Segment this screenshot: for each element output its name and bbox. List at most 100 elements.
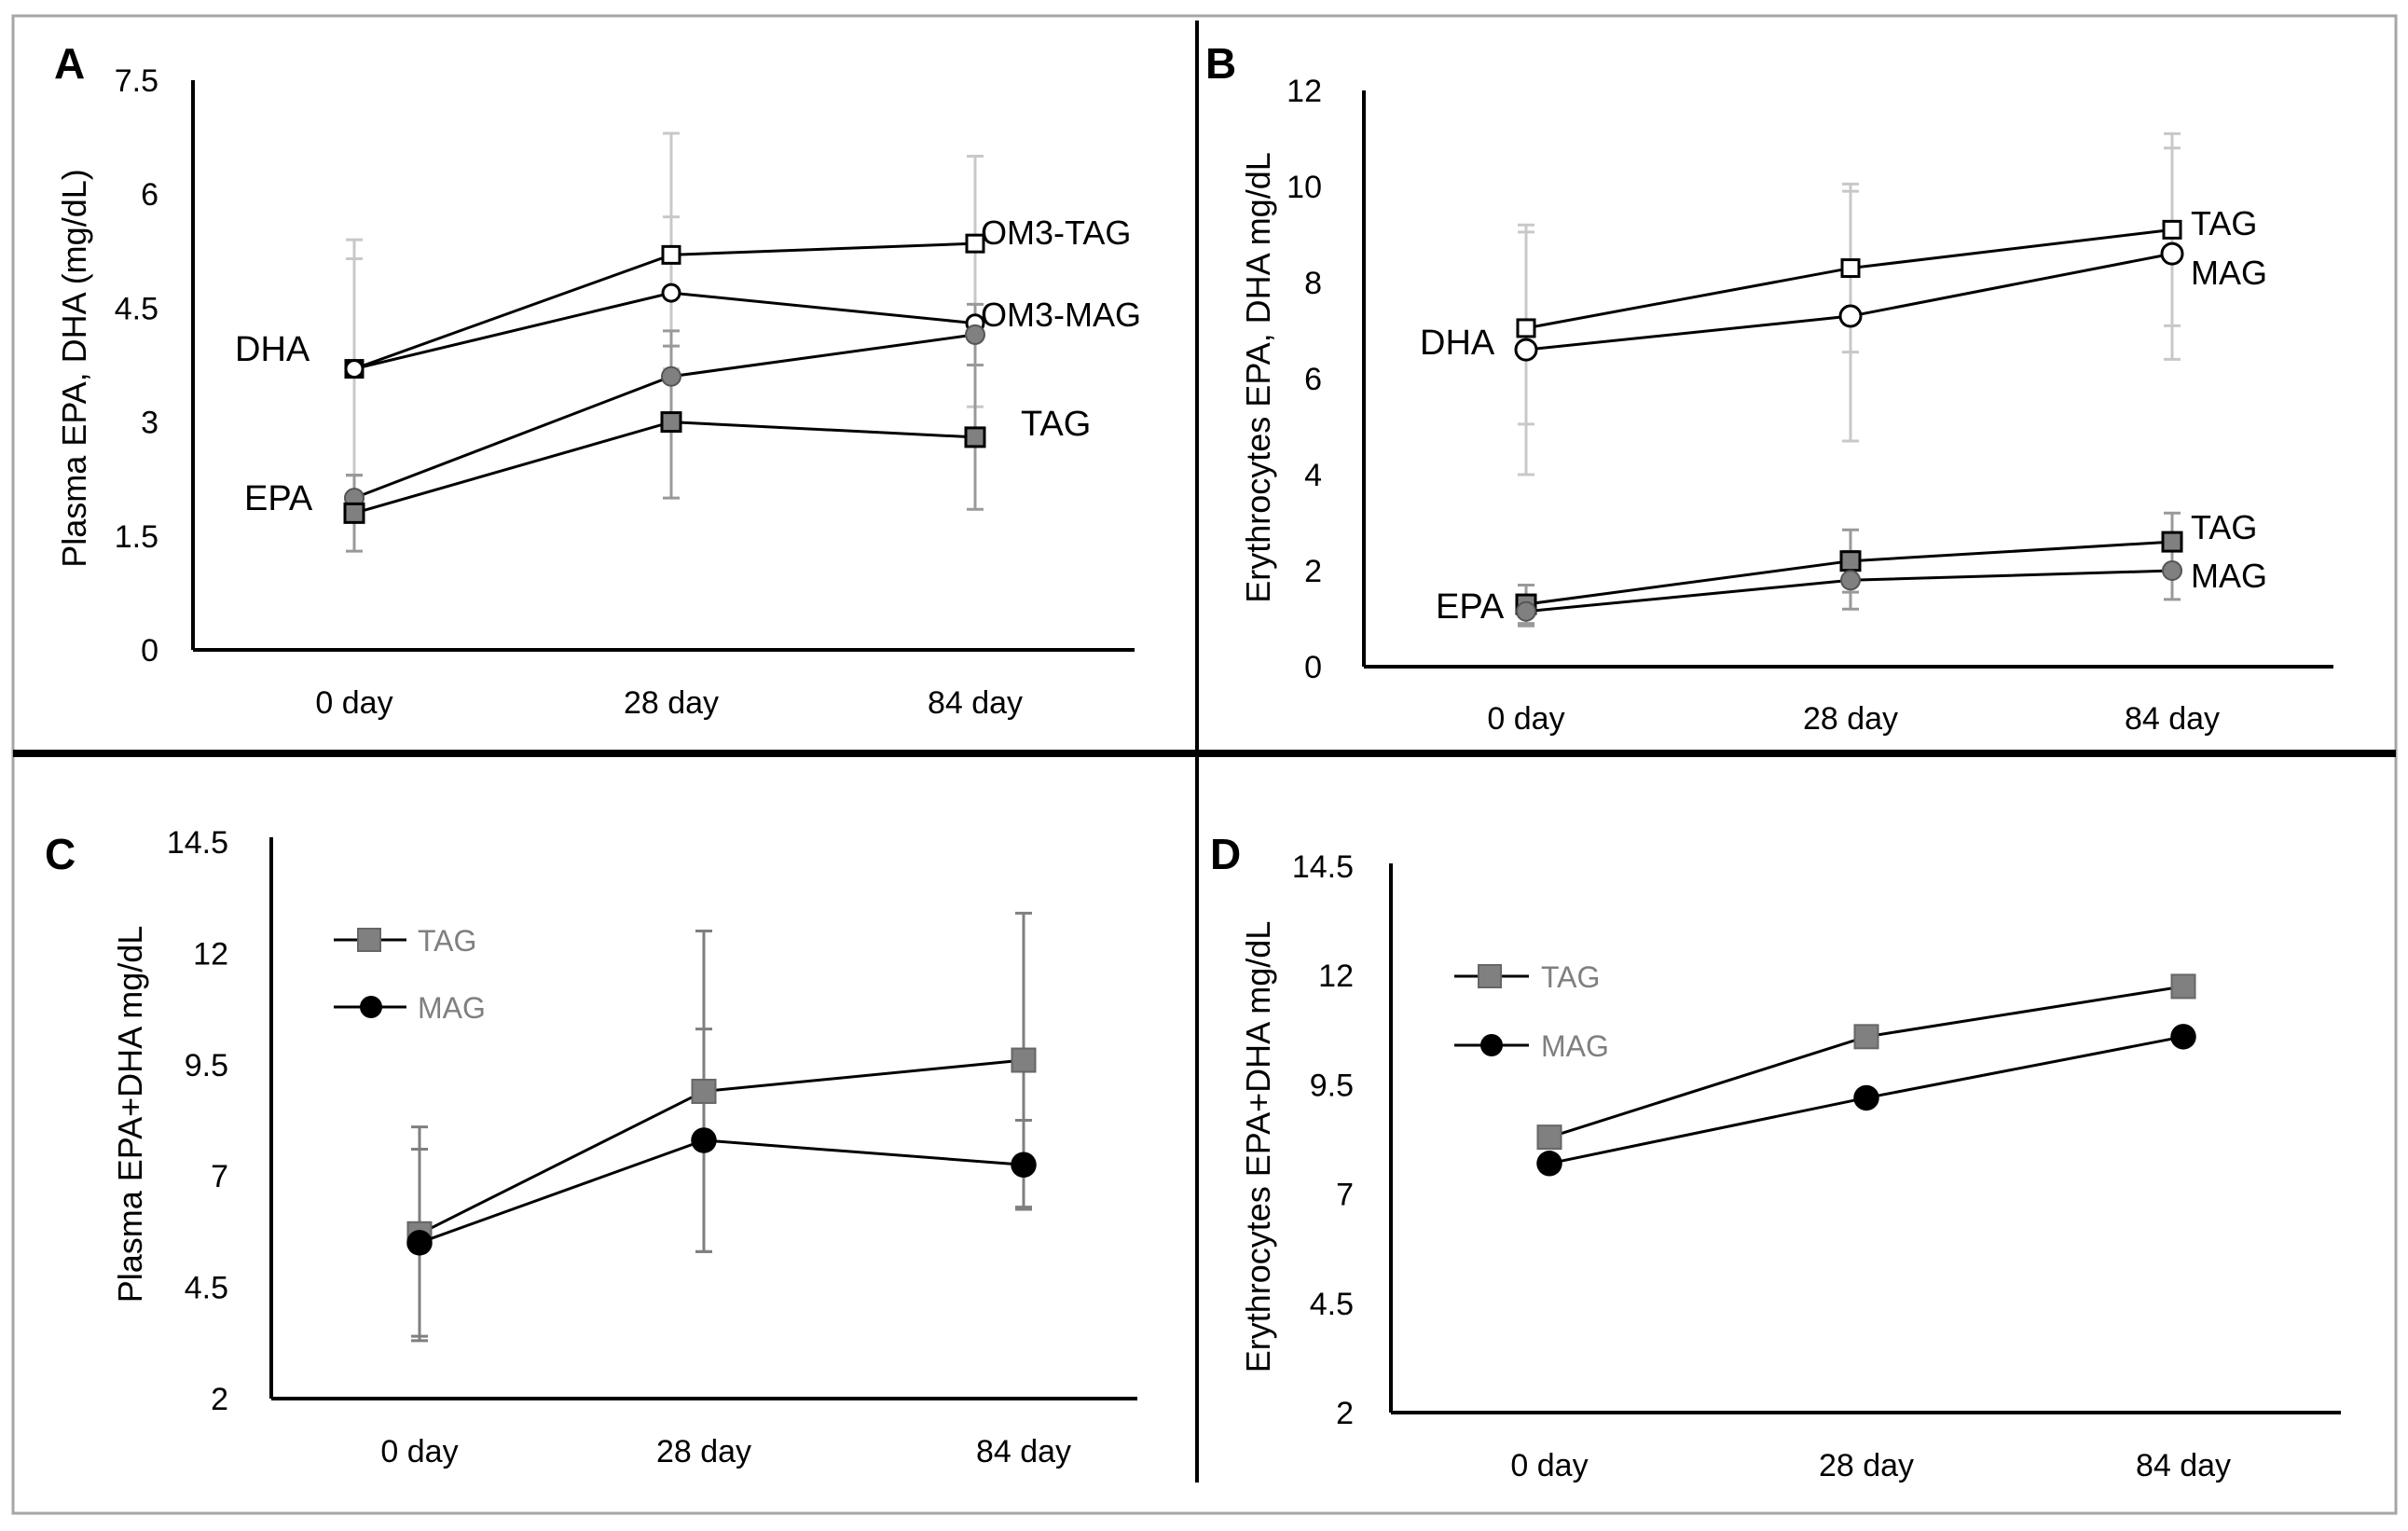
panel-b-label-epa-mag: MAG [2191, 557, 2267, 595]
panel-a-ytick-label: 3 [141, 406, 158, 441]
data-point-circle [2162, 560, 2182, 581]
panel-a-label-tag: TAG [1021, 405, 1091, 444]
data-point-square [343, 502, 365, 524]
panel-d-ytick-label: 4.5 [1310, 1287, 1354, 1322]
panel-b-marks: 0 2 4 6 8 10 12 0 day 28 day 84 day [1287, 74, 2220, 737]
panel-c-legend: TAG MAG [334, 924, 486, 1025]
data-point-square [660, 411, 682, 434]
data-point-square [1011, 1047, 1037, 1073]
panel-letter-c: C [45, 830, 76, 878]
panel-c-legend-mag-marker [360, 996, 382, 1018]
data-point-circle [2170, 1024, 2196, 1050]
panel-b-ytick-label: 12 [1287, 74, 1322, 109]
data-point-circle [1853, 1084, 1879, 1111]
data-point-circle [1011, 1152, 1037, 1179]
data-point-circle [2160, 241, 2184, 266]
panel-c-xtick-label: 84 day [976, 1434, 1071, 1469]
panel-a-ytick-label: 7.5 [115, 63, 158, 99]
panel-d-legend-tag-label: TAG [1541, 960, 1600, 994]
data-point-square [2170, 973, 2196, 1000]
panel-d-legend: TAG MAG [1454, 960, 1609, 1063]
data-point-circle [406, 1230, 433, 1256]
panel-b-y-label: Erythrocytes EPA, DHA mg/dL [1239, 152, 1277, 603]
panel-c-legend-tag-marker [357, 928, 381, 952]
panel-b-label-dha-mag: MAG [2191, 254, 2267, 292]
data-point-circle [1536, 1151, 1562, 1177]
panel-b-ytick-label: 6 [1304, 362, 1322, 397]
panel-d-ytick-label: 14.5 [1292, 849, 1354, 885]
panel-d-ytick-label: 12 [1318, 959, 1354, 994]
panel-letter-b: B [1205, 39, 1236, 88]
panel-a-ytick-label: 6 [141, 177, 158, 213]
data-point-circle [661, 366, 681, 387]
panel-a-xtick-label: 84 day [928, 685, 1023, 721]
panel-b-label-epa: EPA [1436, 587, 1505, 627]
data-point-square [2161, 531, 2183, 553]
series-line [353, 421, 976, 515]
panel-c-ytick-label: 14.5 [167, 825, 228, 861]
data-point-square [1840, 258, 1861, 279]
panel-d-legend-mag-marker [1480, 1034, 1503, 1056]
data-point-circle [661, 283, 681, 303]
panel-b-ytick-label: 4 [1304, 458, 1322, 493]
panel-d-ytick-label: 7 [1336, 1178, 1354, 1213]
data-point-square [1839, 550, 1862, 572]
data-point-circle [691, 1127, 717, 1153]
panel-c-ytick-label: 4.5 [185, 1271, 228, 1306]
data-point-circle [1514, 338, 1538, 362]
panel-c-ytick-label: 12 [193, 936, 228, 972]
data-point-square [2162, 219, 2182, 240]
panel-d-y-label: Erythrocytes EPA+DHA mg/dL [1239, 921, 1277, 1373]
panel-a-label-dha: DHA [235, 330, 310, 369]
panel-d-legend-mag-label: MAG [1541, 1029, 1609, 1063]
panel-d-axes [1389, 863, 2341, 1414]
panel-b-xtick-label: 84 day [2125, 701, 2220, 737]
panel-c-ytick-label: 2 [211, 1382, 228, 1417]
panel-b-xtick-label: 28 day [1803, 701, 1898, 737]
panel-c-xtick-label: 0 day [380, 1434, 458, 1469]
panel-b-label-dha: DHA [1420, 324, 1495, 363]
panel-d-marks: 2 4.5 7 9.5 12 14.5 0 day 28 day 84 day [1292, 849, 2231, 1483]
panel-b-ytick-label: 8 [1304, 266, 1322, 301]
data-point-circle [1516, 600, 1536, 622]
panel-letter-d: D [1210, 830, 1241, 878]
panel-d-xtick-label: 28 day [1819, 1448, 1914, 1483]
data-point-square [1853, 1024, 1879, 1050]
panel-a-xtick-label: 0 day [315, 685, 392, 721]
panel-a-ytick-label: 4.5 [115, 291, 158, 326]
panel-c-ytick-label: 7 [211, 1159, 228, 1194]
panel-a-y-label: Plasma EPA, DHA (mg/dL) [55, 169, 93, 567]
panel-b-ytick-label: 2 [1304, 554, 1322, 589]
data-point-square [691, 1078, 717, 1104]
data-point-circle [965, 324, 985, 345]
panel-c-ytick-label: 9.5 [185, 1048, 228, 1083]
panel-a-ytick-label: 1.5 [115, 519, 158, 555]
panel-b-xtick-label: 0 day [1487, 701, 1564, 737]
series-line [419, 1138, 1025, 1245]
panel-b-axes [1362, 90, 2333, 669]
data-point-circle [344, 359, 365, 379]
series-line [419, 1058, 1025, 1235]
panel-d-ytick-label: 2 [1336, 1396, 1354, 1431]
panel-c-legend-mag-label: MAG [418, 991, 486, 1025]
data-point-square [964, 426, 986, 448]
panel-c-marks: 2 4.5 7 9.5 12 14.5 0 day 28 day 84 day [167, 825, 1071, 1469]
panel-a-ytick-label: 0 [141, 633, 158, 669]
panel-d-legend-tag-marker [1478, 964, 1502, 988]
panel-a-axes [191, 80, 1135, 652]
panel-a-marks: 0 1.5 3 4.5 6 7.5 0 day 28 day 84 day [115, 63, 1023, 721]
panel-c-legend-tag-label: TAG [418, 924, 476, 958]
panel-b-ytick-label: 10 [1287, 170, 1322, 205]
panel-a-label-om3-tag: OM3-TAG [981, 214, 1131, 252]
panel-b-ytick-label: 0 [1304, 650, 1322, 685]
panel-c-y-label: Plasma EPA+DHA mg/dL [111, 926, 149, 1303]
panel-a-label-epa: EPA [244, 479, 313, 518]
data-point-square [1536, 1124, 1562, 1151]
data-point-circle [1840, 570, 1861, 591]
panel-a-xtick-label: 28 day [624, 685, 719, 721]
series-line [1548, 985, 2184, 1139]
panel-b-label-epa-tag: TAG [2191, 508, 2257, 546]
data-point-square [661, 244, 681, 265]
